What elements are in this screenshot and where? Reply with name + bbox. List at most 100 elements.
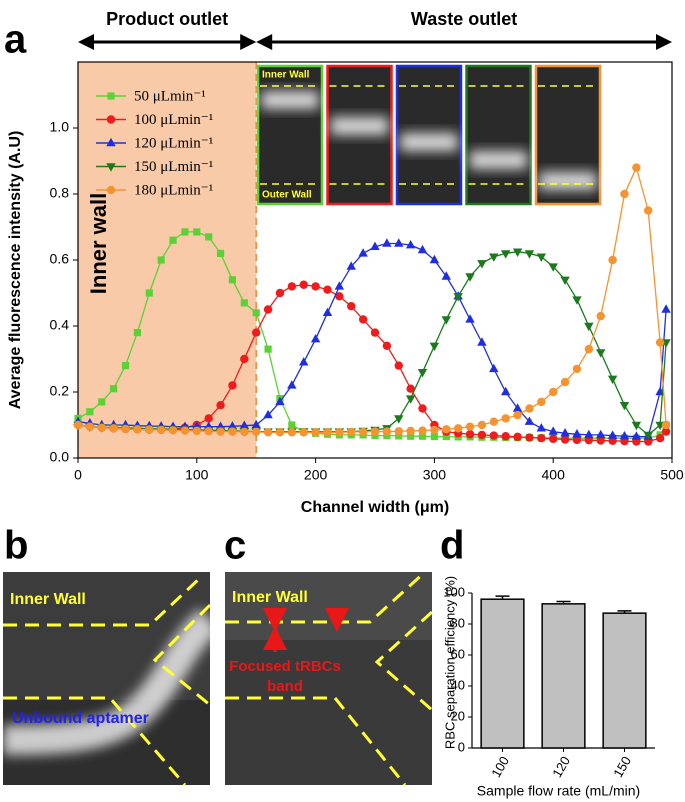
marker [239,420,250,429]
marker [382,341,392,350]
error-bar [556,600,571,604]
y-tick-label: 100 [443,584,465,599]
marker [453,293,463,302]
marker [417,369,428,378]
marker [311,282,320,291]
bar [602,612,647,749]
shaded-region [78,62,257,458]
x-tick-label: 400 [542,467,566,483]
marker [465,422,475,431]
marker [477,430,487,440]
marker [382,238,392,247]
marker [429,254,440,264]
marker [287,380,297,389]
marker [97,423,106,432]
y-tick-label: 1.0 [50,119,70,135]
marker [418,404,427,413]
marker [596,311,605,321]
marker [655,338,665,347]
inset-band [400,133,458,151]
marker [204,427,213,436]
legend-label: 100 μLmin⁻¹ [134,112,213,128]
marker [620,189,629,199]
arrow-head [78,34,94,50]
marker [106,137,116,147]
x-tick-label: 150 [610,754,634,780]
inset-label: Inner Wall [262,70,310,81]
legend-label: 150 μLmin⁻¹ [134,159,213,175]
marker [252,427,261,437]
marker [205,233,213,241]
marker [395,432,403,440]
x-tick-label: 120 [549,754,573,780]
x-tick-label: 0 [74,467,82,483]
marker [98,398,106,406]
marker [441,316,451,325]
marker [110,385,118,393]
marker [430,432,438,441]
marker [299,428,308,437]
y-tick-label: 0.6 [50,251,70,267]
marker [240,299,248,307]
marker [513,432,522,442]
marker [489,363,499,373]
marker [513,410,522,420]
marker [465,430,475,439]
annotation: band [267,678,303,695]
marker [275,396,285,406]
micrograph-c: Inner Wall Focused tRBCs band [225,572,432,785]
marker [500,386,511,396]
panel-label: d [440,524,464,568]
marker [204,414,213,423]
marker [335,428,344,437]
marker [252,328,261,337]
marker [145,289,153,297]
marker [596,349,606,358]
marker [441,271,451,280]
y-tick-label: 0.4 [50,317,70,333]
error-bar [617,610,632,614]
marker [106,115,116,124]
marker [370,241,380,250]
marker [560,435,570,444]
marker [477,420,487,430]
marker [549,434,558,444]
marker [347,302,356,311]
marker [525,404,534,413]
marker [323,285,332,294]
marker [631,421,642,431]
wall-label: Inner Wall [232,589,308,606]
marker [322,307,333,316]
marker [107,92,115,100]
marker [418,426,427,435]
x-tick-label: 300 [423,467,447,483]
marker [263,428,273,437]
y-tick-label: 0 [458,739,465,754]
inset-label: Outer Wall [262,190,312,201]
marker [549,387,558,397]
marker [655,434,665,443]
marker [264,345,272,353]
y-tick-label: 0.2 [50,383,70,399]
marker [216,427,225,436]
marker [572,296,582,305]
marker [394,361,403,370]
y-tick-label: 60 [451,646,465,661]
marker [477,337,487,346]
marker [465,273,475,282]
panel-label: a [4,18,27,62]
marker [216,249,225,257]
bar [480,598,525,749]
marker [607,430,618,439]
marker [133,329,141,337]
marker [619,431,630,440]
marker [106,185,116,195]
marker [382,427,392,436]
marker [347,427,356,437]
marker [240,354,249,364]
marker [619,402,630,411]
marker [216,401,225,410]
marker [370,427,380,436]
y-tick-label: 80 [451,615,465,630]
marker [358,315,368,324]
